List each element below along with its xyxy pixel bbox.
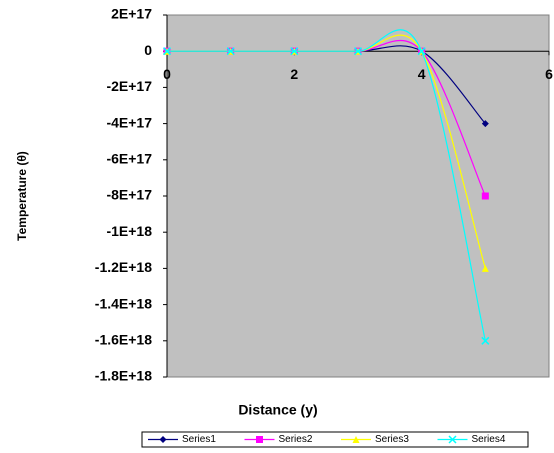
y-tick-label: -1.4E+18 xyxy=(95,295,152,311)
marker xyxy=(481,336,490,345)
marker xyxy=(226,47,235,56)
marker xyxy=(159,436,167,443)
marker xyxy=(481,264,489,272)
y-tick-label: -1.8E+18 xyxy=(95,368,152,384)
marker xyxy=(290,47,299,56)
y-tick-label: 2E+17 xyxy=(111,6,152,22)
x-axis-label: Distance (y) xyxy=(238,402,317,418)
x-tick-label: 4 xyxy=(418,66,426,82)
marker xyxy=(481,120,489,128)
y-tick-label: -2E+17 xyxy=(106,78,152,94)
y-tick-label: -8E+17 xyxy=(106,187,152,203)
marker xyxy=(256,436,263,443)
y-tick-label: -1.6E+18 xyxy=(95,332,152,348)
marker xyxy=(448,435,457,444)
y-tick-label: 0 xyxy=(144,42,152,58)
x-tick-label: 2 xyxy=(290,66,298,82)
y-tick-label: -4E+17 xyxy=(106,114,152,130)
y-tick-label: -1E+18 xyxy=(106,223,152,239)
legend-label: Series2 xyxy=(279,434,313,445)
x-tick-label: 6 xyxy=(545,66,553,82)
marker xyxy=(353,47,363,56)
marker xyxy=(481,192,489,200)
legend-label: Series1 xyxy=(182,434,216,445)
legend-box xyxy=(141,431,529,448)
marker xyxy=(417,47,426,56)
x-tick-label: 0 xyxy=(163,66,171,82)
y-tick-label: -6E+17 xyxy=(106,151,152,167)
legend-label: Series3 xyxy=(375,434,409,445)
y-tick-label: -1.2E+18 xyxy=(95,259,152,275)
y-axis-label: Temperature (θ) xyxy=(15,151,29,241)
legend: Series1 Series2 Series3 Series4 xyxy=(141,431,529,448)
legend-label: Series4 xyxy=(472,434,506,445)
plot-area xyxy=(166,14,550,378)
marker xyxy=(162,47,172,56)
marker xyxy=(352,436,360,443)
